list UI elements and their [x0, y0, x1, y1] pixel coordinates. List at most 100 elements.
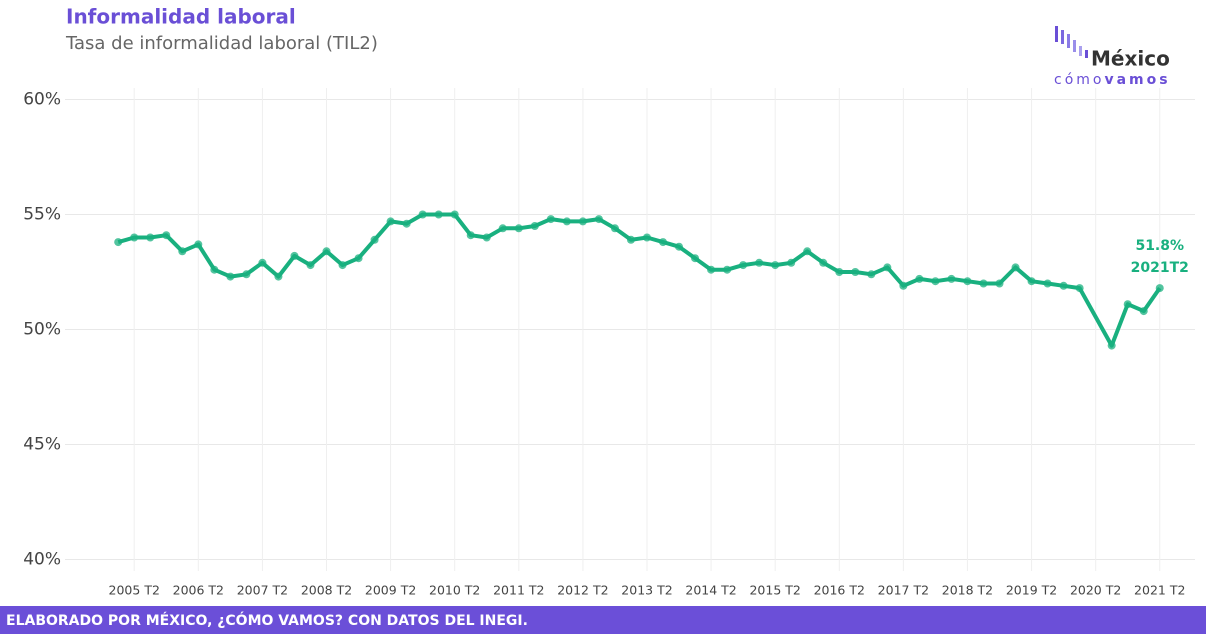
- data-point: [242, 270, 251, 279]
- data-point: [899, 281, 908, 290]
- logo-bar: [1055, 26, 1058, 42]
- x-tick-label: 2016 T2: [814, 583, 865, 598]
- data-point: [402, 219, 411, 228]
- x-tick-label: 2018 T2: [942, 583, 993, 598]
- data-line: [117, 212, 1162, 348]
- x-tick-label: 2005 T2: [109, 583, 160, 598]
- data-point: [915, 274, 924, 283]
- data-point: [787, 258, 796, 267]
- data-point: [1123, 300, 1132, 309]
- data-point: [114, 238, 123, 247]
- data-point: [578, 217, 587, 226]
- x-tick-label: 2019 T2: [1006, 583, 1057, 598]
- data-point: [306, 261, 315, 270]
- data-point: [739, 261, 748, 270]
- y-tick-label: 55%: [23, 205, 61, 225]
- data-point: [979, 279, 988, 288]
- data-point: [642, 233, 651, 242]
- data-point: [1059, 281, 1068, 290]
- data-point: [386, 217, 395, 226]
- logo-bar: [1079, 46, 1082, 56]
- annotation: 51.8%: [1135, 238, 1184, 254]
- data-point: [626, 235, 635, 244]
- annotation: 2021T2: [1131, 260, 1189, 276]
- data-point: [226, 272, 235, 281]
- data-point: [258, 258, 267, 267]
- data-point: [178, 247, 187, 256]
- data-point: [835, 268, 844, 276]
- logo-name: México: [1091, 47, 1170, 71]
- data-point: [418, 210, 427, 219]
- y-tick-label: 45%: [23, 435, 61, 455]
- y-tick-label: 40%: [23, 550, 61, 570]
- data-point: [851, 268, 860, 276]
- data-point: [338, 261, 347, 270]
- data-point: [867, 270, 876, 279]
- data-point: [210, 265, 219, 274]
- data-point: [947, 274, 956, 283]
- data-point: [1155, 284, 1164, 293]
- data-point: [1011, 263, 1020, 272]
- x-tick-label: 2009 T2: [365, 583, 416, 598]
- data-point: [883, 263, 892, 272]
- logo: México cómovamos: [1054, 26, 1171, 88]
- logo-tagline: cómovamos: [1054, 72, 1171, 88]
- x-tick-label: 2006 T2: [173, 583, 224, 598]
- data-point: [931, 277, 940, 286]
- footer-text: ELABORADO POR MÉXICO, ¿CÓMO VAMOS? CON D…: [6, 611, 528, 629]
- data-point: [963, 277, 972, 286]
- data-point: [546, 215, 555, 224]
- data-point: [1027, 277, 1036, 286]
- data-point: [370, 235, 379, 244]
- x-tick-label: 2017 T2: [878, 583, 929, 598]
- data-point: [723, 265, 732, 274]
- x-tick-label: 2007 T2: [237, 583, 288, 598]
- y-tick-label: 50%: [23, 320, 61, 340]
- data-point: [290, 251, 299, 260]
- x-tick-label: 2011 T2: [493, 583, 544, 598]
- data-point: [162, 231, 171, 240]
- data-point: [659, 238, 668, 247]
- x-tick-label: 2020 T2: [1070, 583, 1121, 598]
- logo-bar: [1073, 40, 1076, 52]
- data-point: [691, 254, 700, 263]
- logo-tagline-a: cómo: [1054, 72, 1104, 88]
- data-point: [274, 272, 283, 281]
- data-point: [130, 233, 139, 242]
- x-tick-label: 2012 T2: [557, 583, 608, 598]
- x-tick-label: 2013 T2: [621, 583, 672, 598]
- data-point: [434, 210, 443, 219]
- data-point: [146, 233, 155, 242]
- logo-bar: [1061, 30, 1064, 44]
- logo-bar: [1067, 34, 1070, 48]
- data-point: [995, 279, 1004, 288]
- data-point: [594, 215, 603, 224]
- y-tick-label: 60%: [23, 90, 61, 110]
- footer-bar: [0, 606, 1206, 634]
- data-point: [466, 231, 475, 240]
- data-point: [530, 222, 539, 230]
- chart-title: Informalidad laboral: [66, 5, 296, 29]
- data-point: [562, 217, 571, 226]
- data-point: [819, 258, 828, 267]
- data-point: [675, 242, 684, 251]
- logo-bar: [1085, 50, 1088, 58]
- data-point: [1043, 279, 1052, 288]
- data-point: [322, 247, 331, 256]
- data-point: [755, 258, 764, 267]
- data-point: [1107, 341, 1116, 350]
- data-point: [514, 224, 523, 233]
- x-tick-label: 2014 T2: [685, 583, 736, 598]
- data-point: [1139, 307, 1148, 316]
- data-point: [194, 240, 203, 249]
- x-tick-label: 2015 T2: [749, 583, 800, 598]
- data-point: [771, 261, 780, 270]
- chart-subtitle: Tasa de informalidad laboral (TIL2): [65, 33, 378, 54]
- data-point: [450, 210, 459, 219]
- x-tick-label: 2010 T2: [429, 583, 480, 598]
- data-point: [354, 254, 363, 263]
- data-point: [610, 224, 619, 233]
- data-point: [482, 233, 491, 242]
- data-point: [707, 265, 716, 274]
